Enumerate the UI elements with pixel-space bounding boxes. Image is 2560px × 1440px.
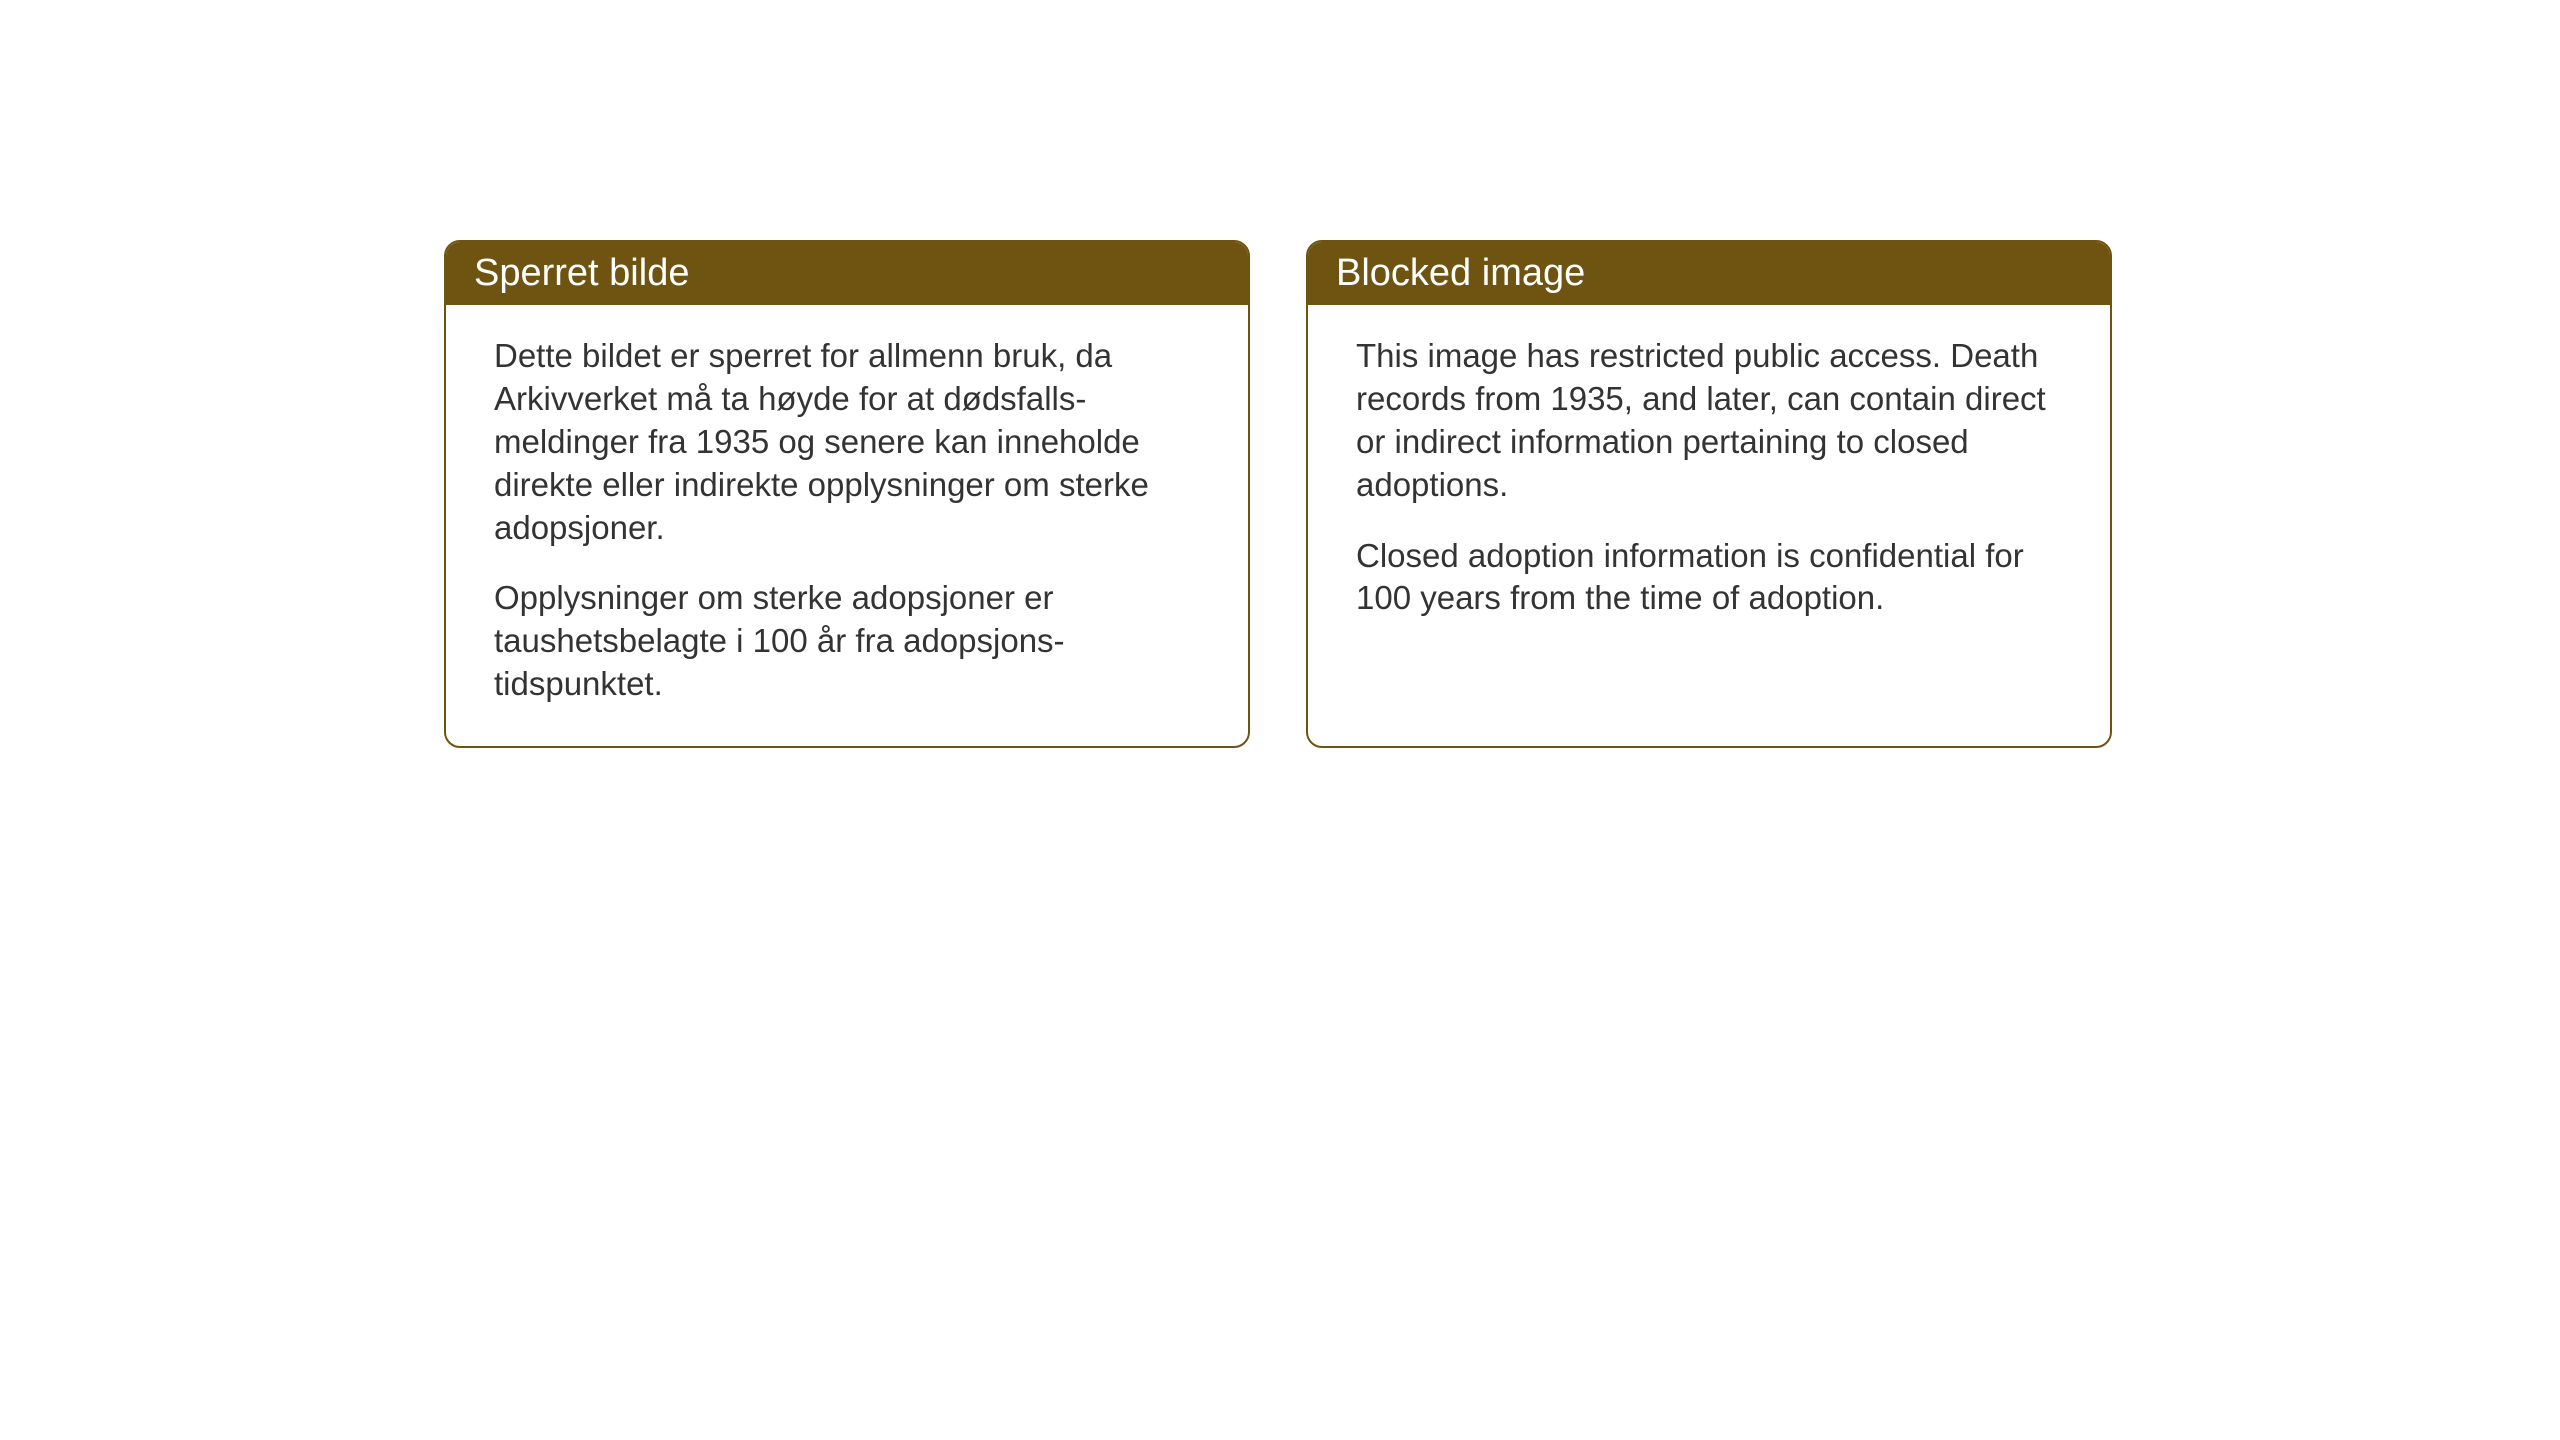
notice-paragraph-2-english: Closed adoption information is confident…: [1356, 535, 2062, 621]
notice-title-norwegian: Sperret bilde: [474, 252, 689, 294]
notice-box-english: Blocked image This image has restricted …: [1306, 240, 2112, 748]
notice-paragraph-1-english: This image has restricted public access.…: [1356, 335, 2062, 507]
notice-body-norwegian: Dette bildet er sperret for allmenn bruk…: [446, 305, 1248, 746]
notice-header-norwegian: Sperret bilde: [446, 242, 1248, 305]
notice-box-norwegian: Sperret bilde Dette bildet er sperret fo…: [444, 240, 1250, 748]
notice-header-english: Blocked image: [1308, 242, 2110, 305]
notice-paragraph-2-norwegian: Opplysninger om sterke adopsjoner er tau…: [494, 577, 1200, 706]
notice-body-english: This image has restricted public access.…: [1308, 305, 2110, 660]
notice-container: Sperret bilde Dette bildet er sperret fo…: [444, 240, 2112, 748]
notice-paragraph-1-norwegian: Dette bildet er sperret for allmenn bruk…: [494, 335, 1200, 549]
notice-title-english: Blocked image: [1336, 252, 1585, 294]
